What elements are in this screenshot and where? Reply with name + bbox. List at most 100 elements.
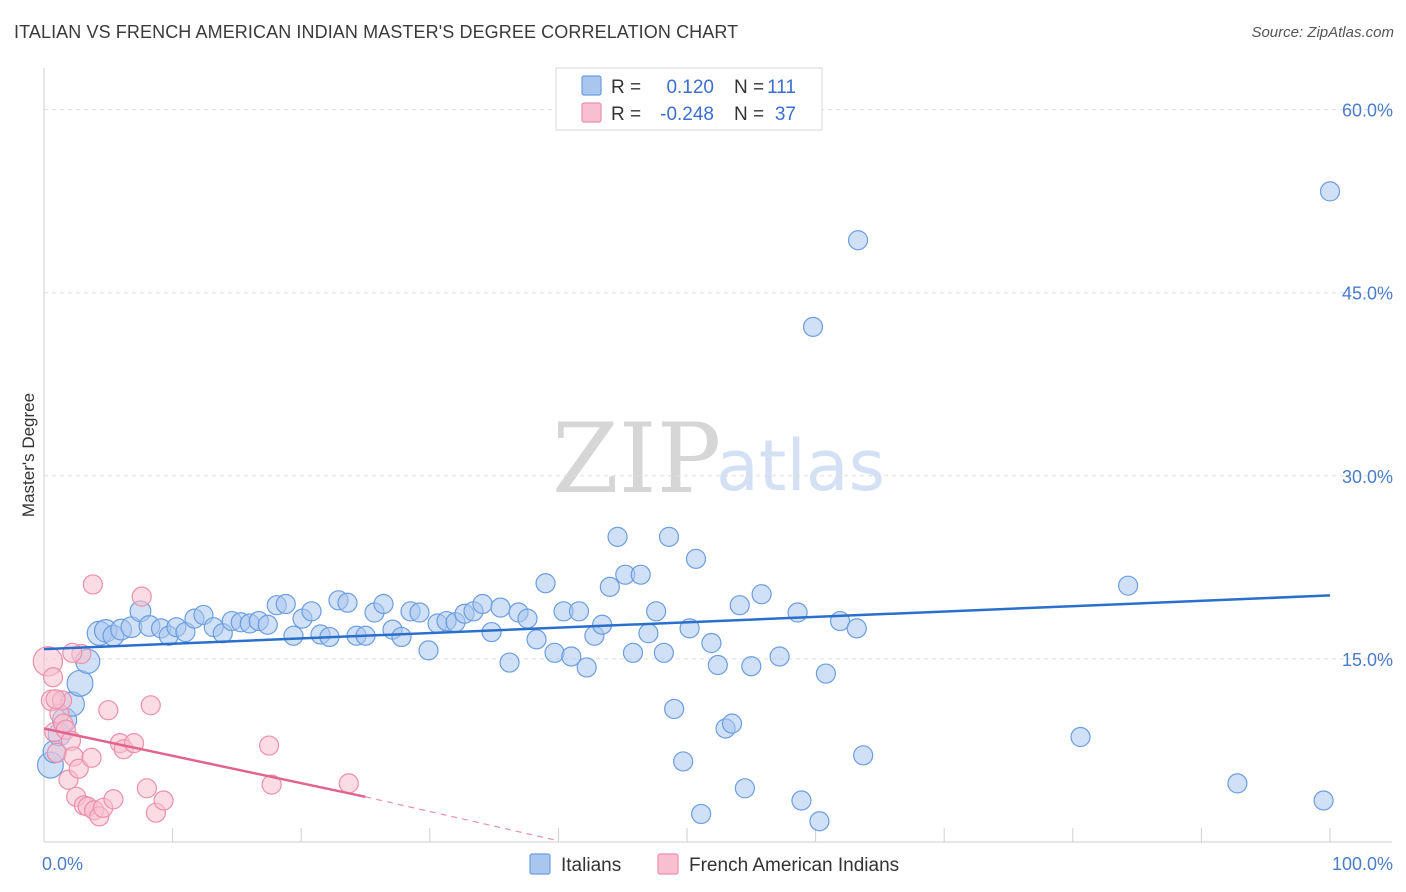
point-french-18 xyxy=(82,574,103,595)
point-italians-26 xyxy=(257,614,278,635)
legend-r-label-french: R = xyxy=(611,104,641,125)
point-italians-69 xyxy=(630,564,651,585)
point-italians-50 xyxy=(472,593,493,615)
point-italians-51 xyxy=(481,621,502,643)
point-french-33 xyxy=(261,774,282,795)
point-italians-28 xyxy=(275,593,296,615)
point-french-23 xyxy=(103,789,124,810)
point-italians-85 xyxy=(741,656,762,677)
point-italians-90 xyxy=(802,316,824,337)
point-french-17 xyxy=(81,747,102,768)
y-axis-label: Master's Degree xyxy=(19,393,38,517)
series-french xyxy=(32,574,359,827)
point-italians-101 xyxy=(1319,181,1341,202)
point-french-27 xyxy=(131,586,152,607)
series-legend-label-italians: Italians xyxy=(561,855,621,876)
point-french-36 xyxy=(45,689,66,710)
point-italians-66 xyxy=(607,526,628,547)
point-italians-68 xyxy=(622,642,644,663)
trendline-italians xyxy=(43,594,1331,651)
y-axis-tick-labels: 15.0% 30.0% 45.0% 60.0% xyxy=(1342,101,1393,670)
trendline-french xyxy=(43,727,366,799)
point-italians-75 xyxy=(673,751,694,772)
y-tick-label-2: 45.0% xyxy=(1342,284,1393,304)
point-italians-89 xyxy=(791,790,812,811)
point-italians-52 xyxy=(490,597,511,618)
point-french-2 xyxy=(42,667,64,688)
series-italians xyxy=(36,181,1341,832)
point-italians-44 xyxy=(418,640,439,661)
watermark-atlas: atlas xyxy=(716,425,885,507)
point-french-29 xyxy=(140,695,161,716)
point-italians-82 xyxy=(721,713,743,734)
y-tick-label-0: 15.0% xyxy=(1342,650,1393,670)
point-french-32 xyxy=(258,735,280,756)
point-italians-97 xyxy=(1070,726,1091,748)
point-french-13 xyxy=(68,758,89,779)
x-tick-label-1: 100.0% xyxy=(1332,854,1393,874)
stats-legend: R = 0.120 N = 111 R = -0.248 N = 37 xyxy=(555,67,823,131)
point-french-31 xyxy=(153,790,174,811)
point-italians-71 xyxy=(646,601,667,622)
point-italians-29 xyxy=(283,625,304,646)
gridlines xyxy=(44,109,1392,660)
point-italians-91 xyxy=(809,811,830,832)
legend-swatch-french xyxy=(581,102,602,123)
point-italians-78 xyxy=(691,803,712,825)
point-italians-92 xyxy=(815,663,836,684)
point-italians-57 xyxy=(535,573,556,594)
legend-n-value-italians: 111 xyxy=(767,77,796,98)
point-italians-74 xyxy=(664,698,685,720)
legend-n-label-french: N = xyxy=(734,104,764,125)
legend-r-value-italians: 0.120 xyxy=(666,77,714,98)
point-italians-76 xyxy=(679,618,700,639)
series-legend-swatch-french xyxy=(657,853,679,875)
point-italians-62 xyxy=(576,657,597,678)
legend-r-value-french: -0.248 xyxy=(660,104,714,125)
point-italians-31 xyxy=(301,601,322,622)
point-italians-61 xyxy=(568,601,590,622)
x-tick-label-0: 0.0% xyxy=(42,854,83,874)
point-french-22 xyxy=(98,700,119,721)
point-italians-53 xyxy=(499,652,520,673)
legend-r-label-italians: R = xyxy=(611,77,641,98)
point-italians-5 xyxy=(66,669,94,697)
point-italians-79 xyxy=(701,632,722,654)
point-italians-84 xyxy=(734,778,755,799)
y-tick-label-1: 30.0% xyxy=(1342,467,1393,487)
point-french-34 xyxy=(338,773,359,794)
point-italians-58 xyxy=(544,642,565,663)
chart-title: ITALIAN VS FRENCH AMERICAN INDIAN MASTER… xyxy=(14,22,739,42)
point-italians-94 xyxy=(846,618,867,639)
point-italians-95 xyxy=(853,745,874,766)
series-legend: Italians French American Indians xyxy=(529,853,899,876)
trendline-french-extension xyxy=(365,796,559,842)
y-tick-label-3: 60.0% xyxy=(1342,101,1393,121)
point-italians-70 xyxy=(638,623,659,644)
point-italians-72 xyxy=(653,642,674,663)
point-italians-86 xyxy=(751,584,772,605)
watermark: ZIP atlas xyxy=(552,403,885,515)
x-axis-ticks xyxy=(172,828,1331,842)
legend-swatch-italians xyxy=(581,75,602,96)
point-italians-100 xyxy=(1313,790,1334,811)
point-italians-80 xyxy=(707,654,728,676)
series-legend-swatch-italians xyxy=(529,853,551,875)
point-italians-73 xyxy=(658,526,680,547)
point-italians-77 xyxy=(685,548,707,569)
point-italians-99 xyxy=(1227,773,1248,794)
point-italians-60 xyxy=(561,646,582,667)
chart-source: Source: ZipAtlas.com xyxy=(1251,24,1394,41)
point-italians-96 xyxy=(847,230,869,251)
trendlines xyxy=(43,594,1331,842)
point-italians-87 xyxy=(769,646,790,667)
point-italians-55 xyxy=(517,608,538,629)
point-italians-35 xyxy=(337,592,358,613)
point-italians-98 xyxy=(1117,575,1139,596)
point-italians-65 xyxy=(599,576,620,597)
point-french-35 xyxy=(62,642,83,663)
x-axis-tick-labels: 0.0% 100.0% xyxy=(42,854,1393,874)
point-french-28 xyxy=(136,778,157,799)
point-italians-41 xyxy=(391,626,412,648)
